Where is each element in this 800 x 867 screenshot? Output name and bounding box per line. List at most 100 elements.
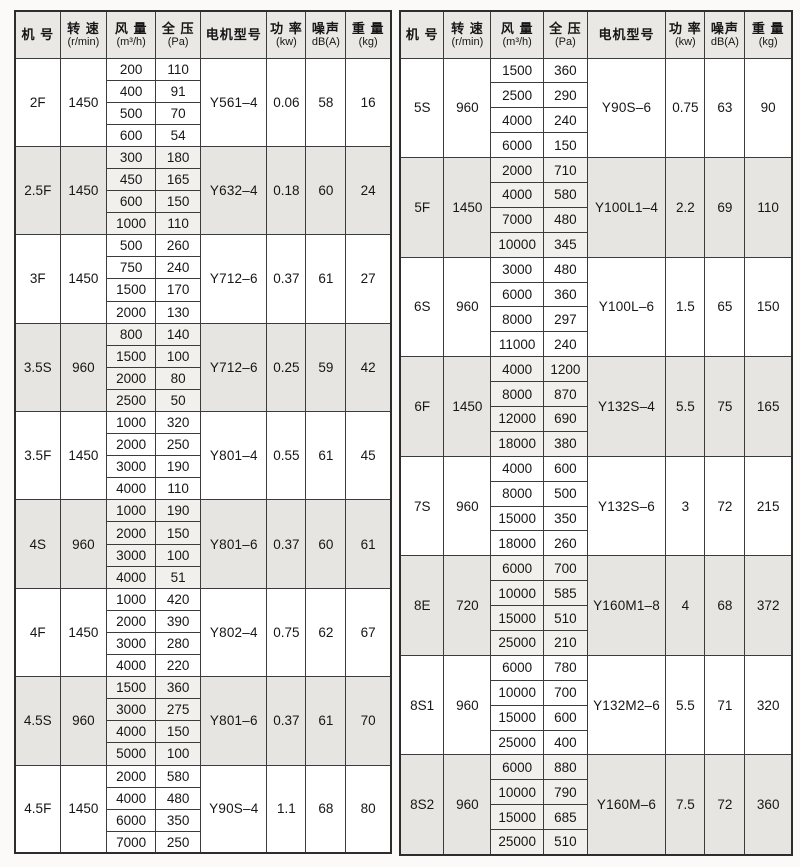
spec-row-6S-2: 8000 297 bbox=[400, 306, 792, 333]
total-pressure-cell: 400 bbox=[542, 729, 588, 756]
spec-row-4S-2: 3000 100 bbox=[15, 543, 391, 567]
air-flow-cell: 6000 bbox=[490, 555, 544, 582]
spec-row-6F-3: 18000 380 bbox=[400, 430, 792, 457]
noise-cell: 62 bbox=[305, 587, 347, 678]
spec-row-4.5F-0: 4.5F 1450 2000 580 Y90S–4 1.1 68 80 bbox=[14, 764, 392, 854]
rotation-speed-cell: 960 bbox=[443, 455, 492, 557]
rotation-speed-cell: 960 bbox=[59, 676, 108, 766]
spec-row-4S-0: 4S 960 1000 190 Y801–6 0.37 60 61 bbox=[14, 499, 392, 589]
spec-row-4S-3: 4000 51 bbox=[15, 565, 391, 589]
weight-cell: 27 bbox=[345, 234, 392, 324]
spec-row-7S-0: 7S 960 4000 600 Y132S–6 3 72 215 bbox=[399, 455, 793, 557]
total-pressure-cell: 480 bbox=[542, 206, 588, 233]
air-flow-cell: 1500 bbox=[106, 676, 157, 700]
rotation-speed-cell: 1450 bbox=[59, 57, 108, 147]
total-pressure-cell: 140 bbox=[155, 322, 202, 346]
spec-row-3.5F-2: 3000 190 bbox=[15, 455, 391, 479]
weight-cell: 16 bbox=[345, 57, 392, 147]
total-pressure-cell: 510 bbox=[542, 829, 588, 855]
noise-cell: 71 bbox=[704, 654, 746, 756]
total-pressure-cell: 190 bbox=[155, 499, 202, 523]
total-pressure-cell: 360 bbox=[542, 281, 588, 308]
noise-cell: 65 bbox=[704, 256, 746, 358]
power-cell: 0.75 bbox=[266, 587, 307, 678]
fan-spec-table-left: 机 号转 速 (r/min) 风 量 (m³/h) 全 压 (Pa) 电机型号功 率 (kw)… bbox=[14, 10, 392, 855]
motor-model-cell: Y100L1–4 bbox=[586, 157, 667, 258]
rotation-speed-cell: 1450 bbox=[59, 587, 108, 678]
col-header-rotation-speed-unit: (r/min) bbox=[67, 35, 100, 48]
weight-cell: 90 bbox=[744, 57, 793, 159]
col-header-total-pressure-unit: (Pa) bbox=[554, 35, 576, 48]
rotation-speed-cell: 960 bbox=[59, 322, 108, 413]
air-flow-cell: 2000 bbox=[106, 366, 157, 390]
air-flow-cell: 10000 bbox=[490, 231, 544, 258]
noise-cell: 59 bbox=[305, 322, 347, 413]
weight-cell: 215 bbox=[744, 455, 793, 557]
table-header: 机 号转 速 (r/min) 风 量 (m³/h) 全 压 (Pa) 电机型号功 率 (kw)… bbox=[14, 10, 392, 59]
spec-row-4.5S-0: 4.5S 960 1500 360 Y801–6 0.37 61 70 bbox=[14, 676, 392, 766]
spec-row-4.5F-3: 7000 250 bbox=[15, 830, 391, 854]
air-flow-cell: 1000 bbox=[106, 587, 157, 611]
weight-cell: 110 bbox=[744, 157, 793, 258]
total-pressure-cell: 690 bbox=[542, 405, 588, 432]
air-flow-cell: 6000 bbox=[490, 654, 544, 681]
spec-row-5F-1: 4000 580 bbox=[400, 181, 792, 208]
weight-cell: 24 bbox=[345, 145, 392, 236]
weight-cell: 320 bbox=[744, 654, 793, 756]
air-flow-cell: 1000 bbox=[106, 410, 157, 435]
spec-row-4.5S-2: 4000 150 bbox=[15, 720, 391, 744]
air-flow-cell: 450 bbox=[106, 167, 157, 192]
weight-cell: 70 bbox=[345, 676, 392, 766]
noise-cell: 61 bbox=[305, 676, 347, 766]
col-header-air-flow-label: 风 量 bbox=[500, 20, 534, 36]
spec-row-4.5S-1: 3000 275 bbox=[15, 698, 391, 722]
spec-row-8S2-3: 25000 510 bbox=[400, 829, 792, 855]
spec-row-5F-2: 7000 480 bbox=[400, 206, 792, 233]
col-header-rotation-speed-label: 转 速 bbox=[451, 20, 484, 36]
noise-cell: 68 bbox=[704, 555, 746, 656]
air-flow-cell: 18000 bbox=[490, 530, 544, 557]
col-header-total-pressure-unit: (Pa) bbox=[167, 35, 189, 48]
total-pressure-cell: 80 bbox=[155, 366, 202, 390]
air-flow-cell: 25000 bbox=[490, 629, 544, 656]
spec-row-7S-3: 18000 260 bbox=[400, 530, 792, 557]
spec-row-3.5S-1: 1500 100 bbox=[15, 344, 391, 368]
spec-row-8S1-3: 25000 400 bbox=[400, 729, 792, 756]
total-pressure-cell: 170 bbox=[155, 278, 202, 302]
total-pressure-cell: 260 bbox=[155, 234, 202, 258]
col-header-weight: 重 量 (kg) bbox=[744, 10, 793, 59]
rotation-speed-cell: 960 bbox=[443, 654, 492, 756]
air-flow-cell: 25000 bbox=[490, 829, 544, 855]
total-pressure-cell: 685 bbox=[542, 804, 588, 831]
spec-row-3.5F-1: 2000 250 bbox=[15, 433, 391, 457]
air-flow-cell: 2000 bbox=[106, 609, 157, 633]
total-pressure-cell: 780 bbox=[542, 654, 588, 681]
total-pressure-cell: 290 bbox=[542, 82, 588, 109]
air-flow-cell: 4000 bbox=[490, 455, 544, 482]
spec-row-8S1-0: 8S1 960 6000 780 Y132M2–6 5.5 71 320 bbox=[399, 654, 793, 756]
total-pressure-cell: 240 bbox=[542, 331, 588, 358]
air-flow-cell: 300 bbox=[106, 145, 157, 169]
spec-row-8E-1: 10000 585 bbox=[400, 580, 792, 607]
fan-spec-table-right: 机 号转 速 (r/min) 风 量 (m³/h) 全 压 (Pa) 电机型号功 率 (kw)… bbox=[399, 10, 793, 856]
col-header-noise-unit: dB(A) bbox=[311, 35, 340, 48]
noise-cell: 61 bbox=[305, 234, 347, 324]
air-flow-cell: 25000 bbox=[490, 729, 544, 756]
col-header-weight-label: 重 量 bbox=[751, 20, 785, 36]
air-flow-cell: 2500 bbox=[490, 82, 544, 109]
spec-row-4F-3: 4000 220 bbox=[15, 654, 391, 678]
air-flow-cell: 4000 bbox=[490, 356, 544, 383]
noise-cell: 58 bbox=[305, 57, 347, 147]
air-flow-cell: 8000 bbox=[490, 306, 544, 333]
air-flow-cell: 600 bbox=[106, 123, 157, 147]
total-pressure-cell: 110 bbox=[155, 57, 202, 81]
spec-row-8E-0: 8E 720 6000 700 Y160M1–8 4 68 372 bbox=[399, 555, 793, 656]
power-cell: 1.5 bbox=[665, 256, 706, 358]
power-cell: 0.06 bbox=[266, 57, 307, 147]
weight-cell: 150 bbox=[744, 256, 793, 358]
noise-cell: 63 bbox=[704, 57, 746, 159]
weight-cell: 42 bbox=[345, 322, 392, 413]
air-flow-cell: 5000 bbox=[106, 742, 157, 766]
col-header-noise: 噪声 dB(A) bbox=[704, 10, 746, 59]
power-cell: 0.75 bbox=[665, 57, 706, 159]
